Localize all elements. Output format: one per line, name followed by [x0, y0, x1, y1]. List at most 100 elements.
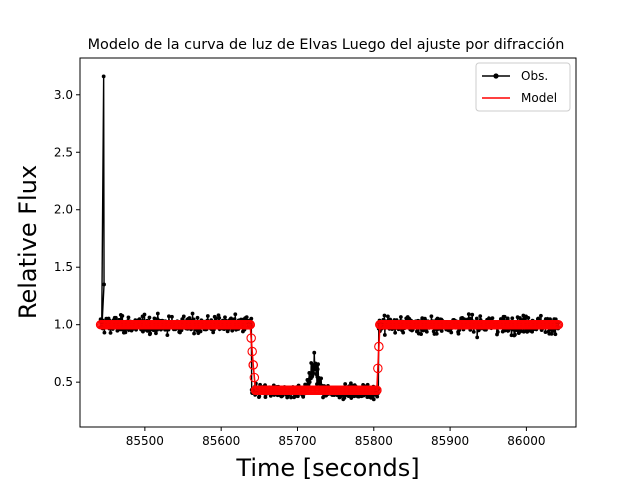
model-point — [246, 333, 256, 343]
x-tick-label: 85600 — [202, 434, 240, 448]
obs-point — [142, 312, 147, 317]
obs-point — [371, 397, 376, 402]
obs-point — [478, 314, 483, 319]
model-point — [553, 319, 564, 330]
obs-point — [495, 330, 500, 334]
obs-point — [475, 335, 480, 340]
plot-area — [95, 74, 564, 402]
legend-model-label: Model — [521, 91, 557, 105]
obs-point — [152, 316, 157, 321]
y-tick-label: 2.0 — [54, 203, 73, 217]
obs-point — [192, 331, 196, 336]
obs-point — [375, 394, 380, 399]
obs-point — [311, 371, 316, 375]
obs-point — [307, 380, 312, 385]
y-tick-label: 1.5 — [54, 260, 73, 274]
obs-point — [386, 314, 390, 319]
obs-point — [316, 362, 320, 367]
y-axis-label: Relative Flux — [14, 165, 42, 319]
obs-point — [190, 311, 195, 316]
model-point — [373, 363, 383, 374]
obs-point — [263, 395, 268, 400]
obs-point — [249, 316, 254, 321]
obs-point — [154, 331, 158, 336]
obs-point — [141, 329, 145, 334]
model-point — [249, 372, 260, 383]
legend-obs-label: Obs. — [521, 69, 548, 83]
obs-point — [101, 74, 106, 79]
obs-point — [205, 314, 210, 318]
model-point — [245, 319, 255, 330]
obs-point — [233, 312, 238, 317]
x-tick-label: 85900 — [431, 434, 469, 448]
legend-box — [475, 62, 571, 112]
obs-point — [471, 329, 476, 334]
chart-title: Modelo de la curva de luz de Elvas Luego… — [88, 37, 565, 53]
obs-point — [165, 333, 170, 337]
obs-point — [108, 330, 113, 335]
obs-point — [401, 330, 406, 335]
obs-point — [343, 382, 348, 386]
obs-point — [257, 394, 262, 399]
y-axis: 0.5 1.0 1.5 2.0 2.5 3.0 — [54, 88, 80, 389]
obs-point — [393, 330, 398, 335]
obs-point — [113, 315, 118, 320]
y-tick-label: 2.5 — [54, 145, 73, 159]
obs-point — [470, 312, 475, 317]
obs-point — [429, 314, 434, 319]
model-point — [248, 360, 258, 370]
model-point — [372, 385, 382, 395]
obs-point — [539, 313, 543, 318]
obs-point — [312, 350, 317, 355]
legend-obs-marker — [493, 73, 499, 79]
obs-point — [301, 395, 306, 399]
obs-point — [398, 315, 403, 319]
x-tick-label: 85800 — [355, 434, 393, 448]
obs-point — [148, 331, 153, 336]
y-tick-label: 0.5 — [54, 375, 73, 389]
x-tick-label: 86000 — [507, 434, 545, 448]
obs-point — [217, 316, 222, 320]
obs-point — [181, 314, 186, 319]
obs-point — [167, 314, 171, 319]
obs-point — [521, 329, 526, 334]
obs-point — [526, 316, 531, 320]
obs-point — [198, 329, 203, 334]
obs-point — [223, 315, 227, 320]
obs-point — [102, 282, 106, 287]
obs-point — [553, 332, 558, 337]
obs-point — [213, 316, 218, 321]
obs-point — [382, 313, 387, 318]
obs-point — [513, 332, 517, 337]
obs-point — [319, 376, 324, 381]
obs-point — [543, 330, 548, 334]
obs-point — [382, 333, 387, 337]
obs-point — [434, 331, 439, 336]
y-tick-label: 3.0 — [54, 88, 73, 102]
obs-point — [449, 330, 454, 335]
obs-point — [120, 313, 125, 318]
obs-point — [195, 315, 200, 320]
obs-point — [123, 330, 128, 335]
x-axis: 85500 85600 85700 85800 85900 86000 — [126, 427, 545, 448]
obs-point — [102, 330, 107, 335]
obs-point — [170, 314, 174, 319]
x-tick-label: 85700 — [278, 434, 316, 448]
obs-point — [424, 329, 429, 334]
obs-point — [126, 315, 131, 320]
plot-frame — [79, 57, 577, 428]
obs-point — [456, 331, 461, 336]
model-point — [247, 346, 257, 357]
obs-point — [490, 316, 495, 321]
y-tick-label: 1.0 — [54, 318, 73, 332]
obs-point — [474, 316, 479, 321]
x-axis-label: Time [seconds] — [235, 454, 419, 480]
obs-point — [549, 331, 554, 336]
obs-point — [502, 314, 507, 319]
obs-point — [466, 312, 471, 317]
obs-point — [439, 329, 444, 333]
obs-point — [155, 311, 160, 316]
obs-point — [311, 367, 316, 372]
series-model — [95, 319, 564, 395]
